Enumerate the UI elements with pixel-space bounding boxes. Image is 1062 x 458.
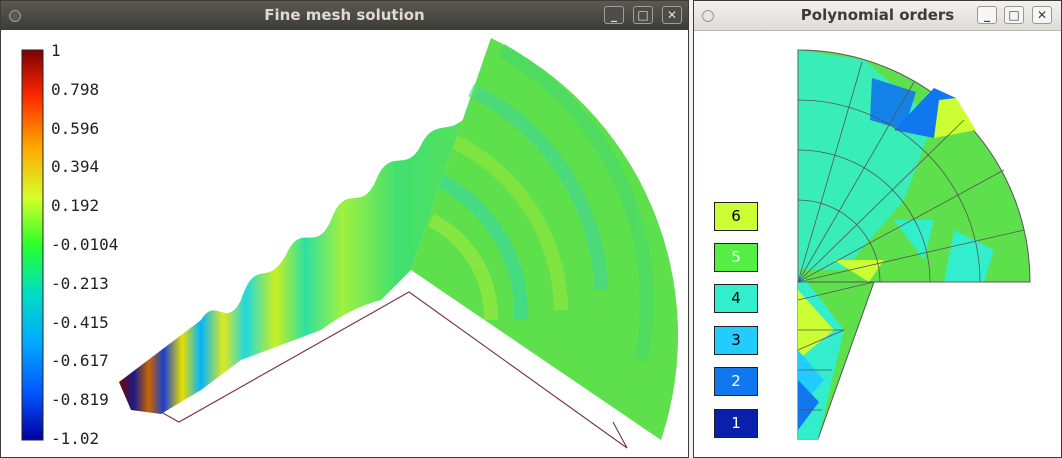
polynomial-orders-window: Polynomial orders _ □ ✕ 6 5 4 3 2 1 (693, 0, 1062, 458)
colorbar-ticks: 1 0.798 0.596 0.394 0.192 -0.0104 -0.213… (51, 41, 118, 448)
order-legend-box: 1 (714, 409, 758, 438)
colorbar-tick: -0.415 (51, 313, 109, 332)
maximize-button[interactable]: □ (633, 6, 653, 24)
wave-rings (427, 43, 654, 362)
colorbar (21, 49, 44, 441)
order-legend-box: 2 (714, 367, 758, 396)
colorbar-tick: 1 (51, 41, 61, 60)
minimize-button[interactable]: _ (977, 6, 997, 24)
window-title: Polynomial orders (800, 6, 955, 24)
fine-mesh-titlebar[interactable]: Fine mesh solution _ □ ✕ (1, 1, 688, 30)
colorbar-tick: 0.394 (51, 157, 99, 176)
maximize-button[interactable]: □ (1004, 6, 1024, 24)
solution-surface-wave (119, 38, 491, 414)
solution-plot[interactable]: 1 0.798 0.596 0.394 0.192 -0.0104 -0.213… (1, 30, 688, 457)
solution-view[interactable]: 1 0.798 0.596 0.394 0.192 -0.0104 -0.213… (1, 30, 688, 457)
orders-view[interactable]: 6 5 4 3 2 1 (694, 30, 1061, 457)
order-legend-box: 3 (714, 326, 758, 355)
order-legend-box: 5 (714, 243, 758, 272)
domain-outline (160, 291, 628, 449)
colorbar-tick: -0.617 (51, 351, 109, 370)
colorbar-tick: -0.819 (51, 390, 109, 409)
minimize-button[interactable]: _ (604, 6, 624, 24)
polynomial-orders-titlebar[interactable]: Polynomial orders _ □ ✕ (694, 1, 1061, 31)
colorbar-tick: 0.596 (51, 119, 99, 138)
window-menu-icon[interactable] (9, 10, 21, 22)
colorbar-tick: 0.192 (51, 196, 99, 215)
window-title: Fine mesh solution (264, 6, 425, 24)
close-button[interactable]: ✕ (662, 6, 682, 24)
colorbar-tick: 0.798 (51, 80, 99, 99)
order-legend-box: 6 (714, 202, 758, 231)
colorbar-tick: -1.02 (51, 429, 99, 448)
close-button[interactable]: ✕ (1032, 6, 1052, 24)
order-legend-box: 4 (714, 284, 758, 313)
colorbar-tick: -0.0104 (51, 235, 118, 254)
window-menu-icon[interactable] (702, 10, 714, 22)
fine-mesh-window: Fine mesh solution _ □ ✕ (0, 0, 689, 458)
colorbar-tick: -0.213 (51, 274, 109, 293)
